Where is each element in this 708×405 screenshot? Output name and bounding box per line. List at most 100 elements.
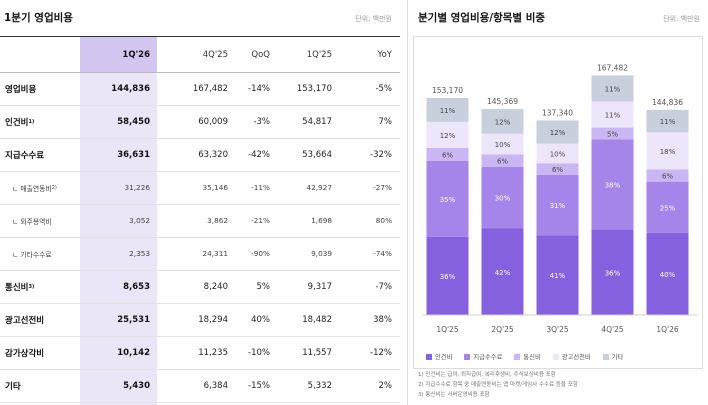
table-cell: -11% xyxy=(251,183,270,192)
footnote: 1) 인건비는 급여, 퇴직급여, 복리후생비, 주식보상비용 포함 xyxy=(418,372,556,378)
table-cell: 3,052 xyxy=(129,216,150,225)
column-header: 1Q'26 xyxy=(122,49,150,60)
table-cell: 153,170 xyxy=(296,83,332,94)
segment-label: 40% xyxy=(660,271,676,279)
bar-segment xyxy=(536,163,579,175)
segment-label: 42% xyxy=(495,269,511,277)
table-cell: 60,009 xyxy=(198,116,228,127)
legend-label: 지급수수료 xyxy=(473,354,503,361)
segment-label: 6% xyxy=(552,166,563,174)
table-cell: 2,353 xyxy=(129,249,150,258)
legend-item: 인건비 xyxy=(426,352,452,361)
table-cell: 63,320 xyxy=(198,149,228,160)
table-cell: 11,557 xyxy=(302,347,332,358)
segment-label: 12% xyxy=(440,132,456,140)
row-label: 광고선전비 xyxy=(5,315,45,326)
chart-legend: 인건비 지급수수료 통신비 광고선전비 기타 xyxy=(426,352,623,361)
column-header: QoQ xyxy=(251,49,270,60)
segment-label: 10% xyxy=(495,141,511,149)
table-cell: -12% xyxy=(370,347,392,358)
table-cell: 7% xyxy=(378,116,393,127)
segment-label: 31% xyxy=(550,202,566,210)
table-header-row: 1Q'26 4Q'25 QoQ 1Q'25 YoY xyxy=(0,37,400,72)
footnote: 2) 지급수수료 항목 중 매출연동비는 앱 마켓/게임사 수수료 등을 포함 xyxy=(418,382,578,388)
table-cell: -90% xyxy=(251,249,270,258)
row-label: 기타 xyxy=(5,381,21,392)
table-header-line xyxy=(0,36,400,37)
table-cell: -27% xyxy=(373,183,392,192)
x-tick-label: 2Q'25 xyxy=(491,325,514,334)
bar-segment xyxy=(646,181,689,233)
table-cell: -74% xyxy=(373,249,392,258)
row-divider xyxy=(0,171,400,172)
segment-label: 36% xyxy=(605,269,621,277)
legend-item: 기타 xyxy=(602,352,623,361)
table-cell: -10% xyxy=(248,347,270,358)
table-cell: 6,384 xyxy=(203,380,228,391)
segment-label: 25% xyxy=(660,204,676,212)
row-label: ㄴ 매출연동비 2) xyxy=(12,184,57,193)
table-cell: 10,142 xyxy=(117,347,150,358)
row-label: ㄴ 외주용역비 xyxy=(12,217,52,226)
row-divider xyxy=(0,204,400,205)
legend-swatch xyxy=(602,353,609,360)
table-cell: 3,862 xyxy=(207,216,228,225)
x-tick-label: 1Q'25 xyxy=(436,325,459,334)
bar-segment xyxy=(591,75,634,102)
bar-segment xyxy=(536,235,579,315)
total-label: 145,369 xyxy=(487,97,518,106)
stacked-bar-chart: 36% 35% 6% 12% 11% 153,170 1Q'25 42% 30% 6% 10% 12%… xyxy=(423,63,698,334)
table-cell: 58,450 xyxy=(117,116,150,127)
table-cell: 11,235 xyxy=(198,347,228,358)
table-cell: 36,631 xyxy=(117,149,150,160)
row-divider xyxy=(0,402,400,403)
column-header: 1Q'25 xyxy=(306,49,332,60)
row-divider xyxy=(0,303,400,304)
bar-segment xyxy=(426,160,469,237)
bar-segment xyxy=(536,143,579,164)
segment-label: 10% xyxy=(550,151,566,159)
segment-label: 5% xyxy=(607,130,618,138)
bar-segment xyxy=(646,232,689,315)
table-row: ㄴ 기타수수료 2,353 24,311 -90% 9,039 -74% xyxy=(0,237,400,270)
table-cell: 40% xyxy=(251,314,270,325)
table-row: ㄴ 외주용역비 3,052 3,862 -21% 1,698 80% xyxy=(0,204,400,237)
table-cell: 54,817 xyxy=(302,116,332,127)
row-label: 감가상각비 xyxy=(5,348,45,359)
table-row: 감가상각비 10,142 11,235 -10% 11,557 -12% xyxy=(0,336,400,369)
opex-table-panel: 1분기 영업비용 단위: 백만원 1Q'26 4Q'25 QoQ 1Q'25 YoY 영업… xyxy=(0,12,400,405)
row-divider xyxy=(0,72,400,73)
table-row: 통신비 3) 8,653 8,240 5% 9,317 -7% xyxy=(0,270,400,303)
table-cell: -15% xyxy=(248,380,270,391)
bar-segment xyxy=(481,166,524,229)
table-cell: -14% xyxy=(248,83,270,94)
table-cell: -7% xyxy=(375,281,392,292)
table-cell: 1,698 xyxy=(311,216,332,225)
segment-label: 30% xyxy=(495,195,511,203)
legend-item: 통신비 xyxy=(514,352,541,361)
segment-label: 12% xyxy=(495,118,511,126)
segment-label: 35% xyxy=(440,196,456,204)
panel-divider xyxy=(407,0,408,405)
bar-segment xyxy=(426,147,469,161)
segment-label: 36% xyxy=(440,273,456,281)
segment-label: 6% xyxy=(662,172,673,180)
table-row: 인건비 1) 58,450 60,009 -3% 54,817 7% xyxy=(0,105,400,138)
table-row: 기타 5,430 6,384 -15% 5,332 2% xyxy=(0,369,400,402)
bar-segment xyxy=(426,121,469,148)
table-cell: -42% xyxy=(248,149,270,160)
table-title: 1분기 영업비용 xyxy=(4,12,73,24)
table-cell: 25,531 xyxy=(117,314,150,325)
bar-segment xyxy=(591,139,634,230)
legend-label: 통신비 xyxy=(523,354,541,361)
table-cell: 9,039 xyxy=(311,249,332,258)
total-label: 153,170 xyxy=(432,86,463,95)
table-cell: 18,482 xyxy=(302,314,332,325)
bar-segment xyxy=(591,127,634,140)
segment-label: 11% xyxy=(660,118,676,126)
total-label: 144,836 xyxy=(652,98,683,107)
x-tick-label: 1Q'26 xyxy=(656,325,679,334)
table-cell: 53,664 xyxy=(302,149,332,160)
row-label: 인건비 1) xyxy=(5,117,35,128)
table-cell: 8,653 xyxy=(123,281,150,292)
